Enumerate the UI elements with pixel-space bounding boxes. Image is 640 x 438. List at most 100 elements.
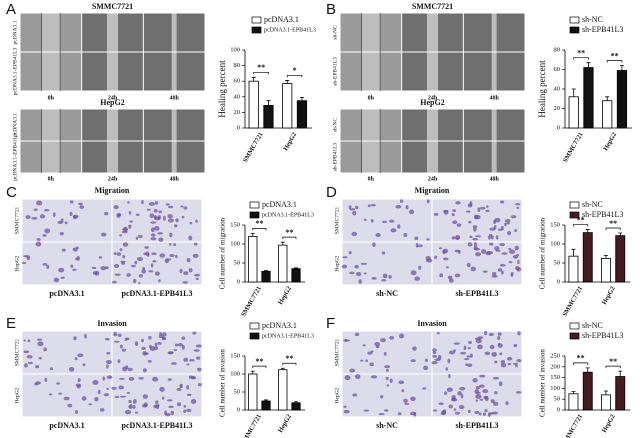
wound-area <box>41 13 61 52</box>
x-tick-label: SMMC7721 <box>561 285 584 318</box>
cell <box>155 400 159 404</box>
cell <box>383 351 387 356</box>
cell <box>116 252 122 256</box>
cell <box>469 201 473 207</box>
cell <box>179 384 183 388</box>
cell <box>433 212 439 216</box>
cell <box>351 231 358 237</box>
cell <box>46 264 50 269</box>
cell <box>434 255 438 260</box>
error-bar <box>299 97 304 101</box>
cell <box>415 242 419 248</box>
row-label: sh-EPB41L3 <box>332 143 338 172</box>
legend-label: sh-EPB41L3 <box>582 210 623 219</box>
column-label: 24h <box>428 95 438 101</box>
bar <box>601 258 611 283</box>
cell <box>442 251 446 254</box>
cell <box>152 259 157 263</box>
cell <box>162 332 167 337</box>
cell <box>448 373 451 379</box>
cell <box>451 213 455 217</box>
cell <box>42 263 48 266</box>
cell <box>457 391 462 396</box>
block-title: HepG2 <box>100 98 124 107</box>
y-tick-label: 100 <box>230 46 240 53</box>
legend-swatch <box>569 201 580 209</box>
cell <box>452 209 457 212</box>
cell <box>452 220 458 225</box>
cell <box>111 386 117 390</box>
significance-label: ** <box>255 219 263 228</box>
cell <box>94 397 99 402</box>
cell <box>475 399 479 402</box>
y-tick-label: 0 <box>237 124 240 131</box>
cell <box>385 368 389 372</box>
significance-bracket <box>606 60 623 63</box>
column-label: pcDNA3.1-EPB41L3 <box>122 421 193 430</box>
cell <box>122 366 128 372</box>
cell <box>510 215 517 219</box>
legend-swatch <box>249 211 260 219</box>
bar <box>282 83 293 129</box>
cell <box>482 412 486 416</box>
cell <box>495 235 499 240</box>
y-tick-label: 0 <box>557 278 560 285</box>
bar <box>261 400 271 411</box>
cell <box>498 381 503 387</box>
cell <box>36 200 43 206</box>
cell <box>165 258 172 261</box>
cell <box>106 387 109 390</box>
cell <box>197 367 202 372</box>
legend-label: pcDNA3.1 <box>262 321 297 330</box>
y-tick-label: 50 <box>554 259 561 266</box>
cell <box>369 362 374 367</box>
cell <box>473 245 478 251</box>
cell <box>102 376 105 381</box>
cell <box>33 208 38 211</box>
cell <box>395 204 402 209</box>
column-label: 48h <box>169 176 179 182</box>
cell <box>468 340 473 345</box>
cell <box>367 204 371 208</box>
cell <box>138 274 143 278</box>
cell <box>39 214 46 219</box>
wound-area <box>171 109 177 141</box>
legend-label: pcDNA3.1-EPB41L3 <box>264 27 316 33</box>
significance-bracket <box>573 224 589 227</box>
cell <box>116 212 121 218</box>
cell <box>397 224 401 229</box>
cell <box>370 218 374 223</box>
cell <box>97 389 101 395</box>
cell <box>438 247 443 250</box>
cell <box>477 344 483 350</box>
cell <box>188 268 193 273</box>
cell <box>424 358 429 362</box>
bar <box>278 369 288 411</box>
cell <box>370 375 378 379</box>
cell <box>56 382 61 385</box>
cell <box>423 365 428 371</box>
bar <box>615 235 626 283</box>
cell <box>141 346 146 350</box>
row-label: sh-NC <box>332 25 338 40</box>
cell <box>99 408 105 412</box>
cell <box>106 375 113 379</box>
cell <box>138 376 144 380</box>
cell <box>119 344 123 349</box>
panel-label: E <box>6 315 16 332</box>
bar <box>616 70 628 129</box>
significance-label: ** <box>577 49 585 58</box>
panel-label: C <box>6 184 17 201</box>
cell <box>504 219 511 223</box>
y-axis-label: Healing percent <box>537 60 547 118</box>
cell <box>196 356 201 360</box>
cell <box>157 341 162 345</box>
cell <box>472 225 478 228</box>
significance-label: ** <box>577 215 585 224</box>
cell <box>348 205 352 210</box>
cell <box>58 267 65 273</box>
cell <box>167 214 173 219</box>
cell <box>111 280 117 284</box>
cell <box>183 357 189 362</box>
cell <box>129 220 134 223</box>
